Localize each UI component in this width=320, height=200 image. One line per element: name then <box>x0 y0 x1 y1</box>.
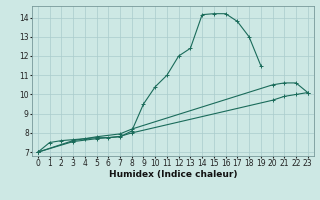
X-axis label: Humidex (Indice chaleur): Humidex (Indice chaleur) <box>108 170 237 179</box>
